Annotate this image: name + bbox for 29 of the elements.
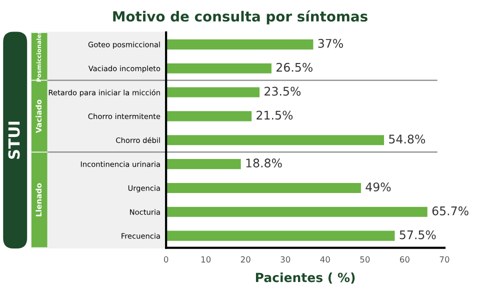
bar	[166, 63, 272, 74]
data-label: 57.5%	[400, 230, 436, 240]
x-tick-label: 50	[360, 256, 370, 263]
bar	[166, 206, 428, 217]
data-label: 37%	[318, 38, 343, 48]
x-tick-label: 70	[440, 256, 450, 263]
x-tick-label: 40	[320, 256, 330, 263]
x-tick-label: 10	[201, 256, 211, 263]
text: STUI	[8, 122, 20, 159]
bar	[166, 159, 241, 170]
x-tick-label: 30	[280, 256, 290, 263]
data-label: 65.7%	[432, 206, 468, 216]
bar	[166, 39, 314, 50]
data-label: 54.8%	[389, 134, 426, 144]
data-label: 21.5%	[256, 110, 293, 120]
x-tick-label: 60	[400, 256, 410, 263]
data-label: 23.5%	[264, 86, 301, 96]
x-tick-label: 20	[240, 256, 250, 263]
bar	[166, 87, 260, 98]
bar	[166, 135, 384, 146]
bar	[166, 111, 252, 122]
bar	[166, 182, 361, 194]
bar	[166, 230, 395, 241]
chart-title: Motivo de consulta por síntomas	[113, 10, 368, 24]
data-label: 49%	[366, 182, 391, 192]
data-label: 18.8%	[246, 158, 282, 168]
data-label: 26.5%	[276, 62, 312, 72]
x-axis-title: Pacientes ( %)	[256, 272, 355, 284]
x-tick-label: 0	[164, 256, 168, 263]
